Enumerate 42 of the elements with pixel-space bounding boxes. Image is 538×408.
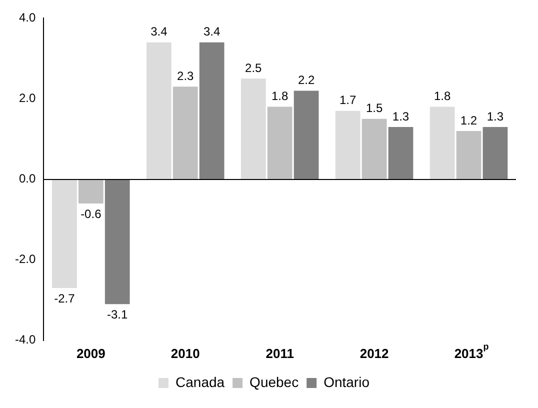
- data-label: -2.7: [54, 291, 76, 306]
- x-tick-label: 2012: [360, 346, 389, 361]
- data-label: 1.2: [460, 113, 478, 128]
- y-tick-label: 0.0: [18, 172, 36, 186]
- data-label: 1.8: [271, 89, 289, 104]
- bar: [52, 179, 77, 288]
- bar: [78, 179, 104, 204]
- bar: [172, 86, 198, 180]
- bar: [240, 78, 266, 180]
- x-tick-label: 2010: [170, 346, 200, 361]
- data-label: 1.8: [434, 89, 451, 104]
- data-label: 3.4: [150, 24, 168, 39]
- data-label: -3.1: [107, 307, 128, 322]
- data-label: 1.7: [340, 93, 357, 108]
- x-tick-label: 2009: [76, 346, 106, 361]
- bar: [335, 110, 360, 180]
- y-tick-label: 4.0: [18, 10, 36, 25]
- legend-label: Ontario: [324, 374, 370, 390]
- legend-label: Quebec: [250, 374, 299, 390]
- y-tick-label: -2.0: [14, 252, 36, 266]
- data-label: 2.3: [177, 68, 194, 83]
- data-label: 1.3: [486, 109, 504, 124]
- bar: [430, 106, 455, 180]
- bar: [456, 130, 482, 180]
- bar: [388, 126, 414, 180]
- bar: [482, 126, 508, 180]
- bar: [267, 106, 292, 180]
- y-tick-label: 2.0: [18, 91, 36, 106]
- legend-label: Canada: [176, 374, 225, 390]
- bar: [362, 118, 387, 180]
- x-tick-label: 2011: [266, 346, 294, 361]
- y-tick-label: -4.0: [14, 332, 36, 347]
- data-label: 2.5: [245, 60, 262, 75]
- bar: [294, 90, 319, 180]
- data-label: 3.4: [203, 24, 220, 39]
- data-label: -0.6: [80, 206, 102, 221]
- data-label: 2.2: [298, 73, 315, 88]
- bar: [146, 42, 172, 180]
- data-label: 1.3: [392, 109, 410, 124]
- bar: [199, 42, 224, 180]
- bar: [104, 179, 130, 304]
- data-label: 1.5: [366, 101, 383, 116]
